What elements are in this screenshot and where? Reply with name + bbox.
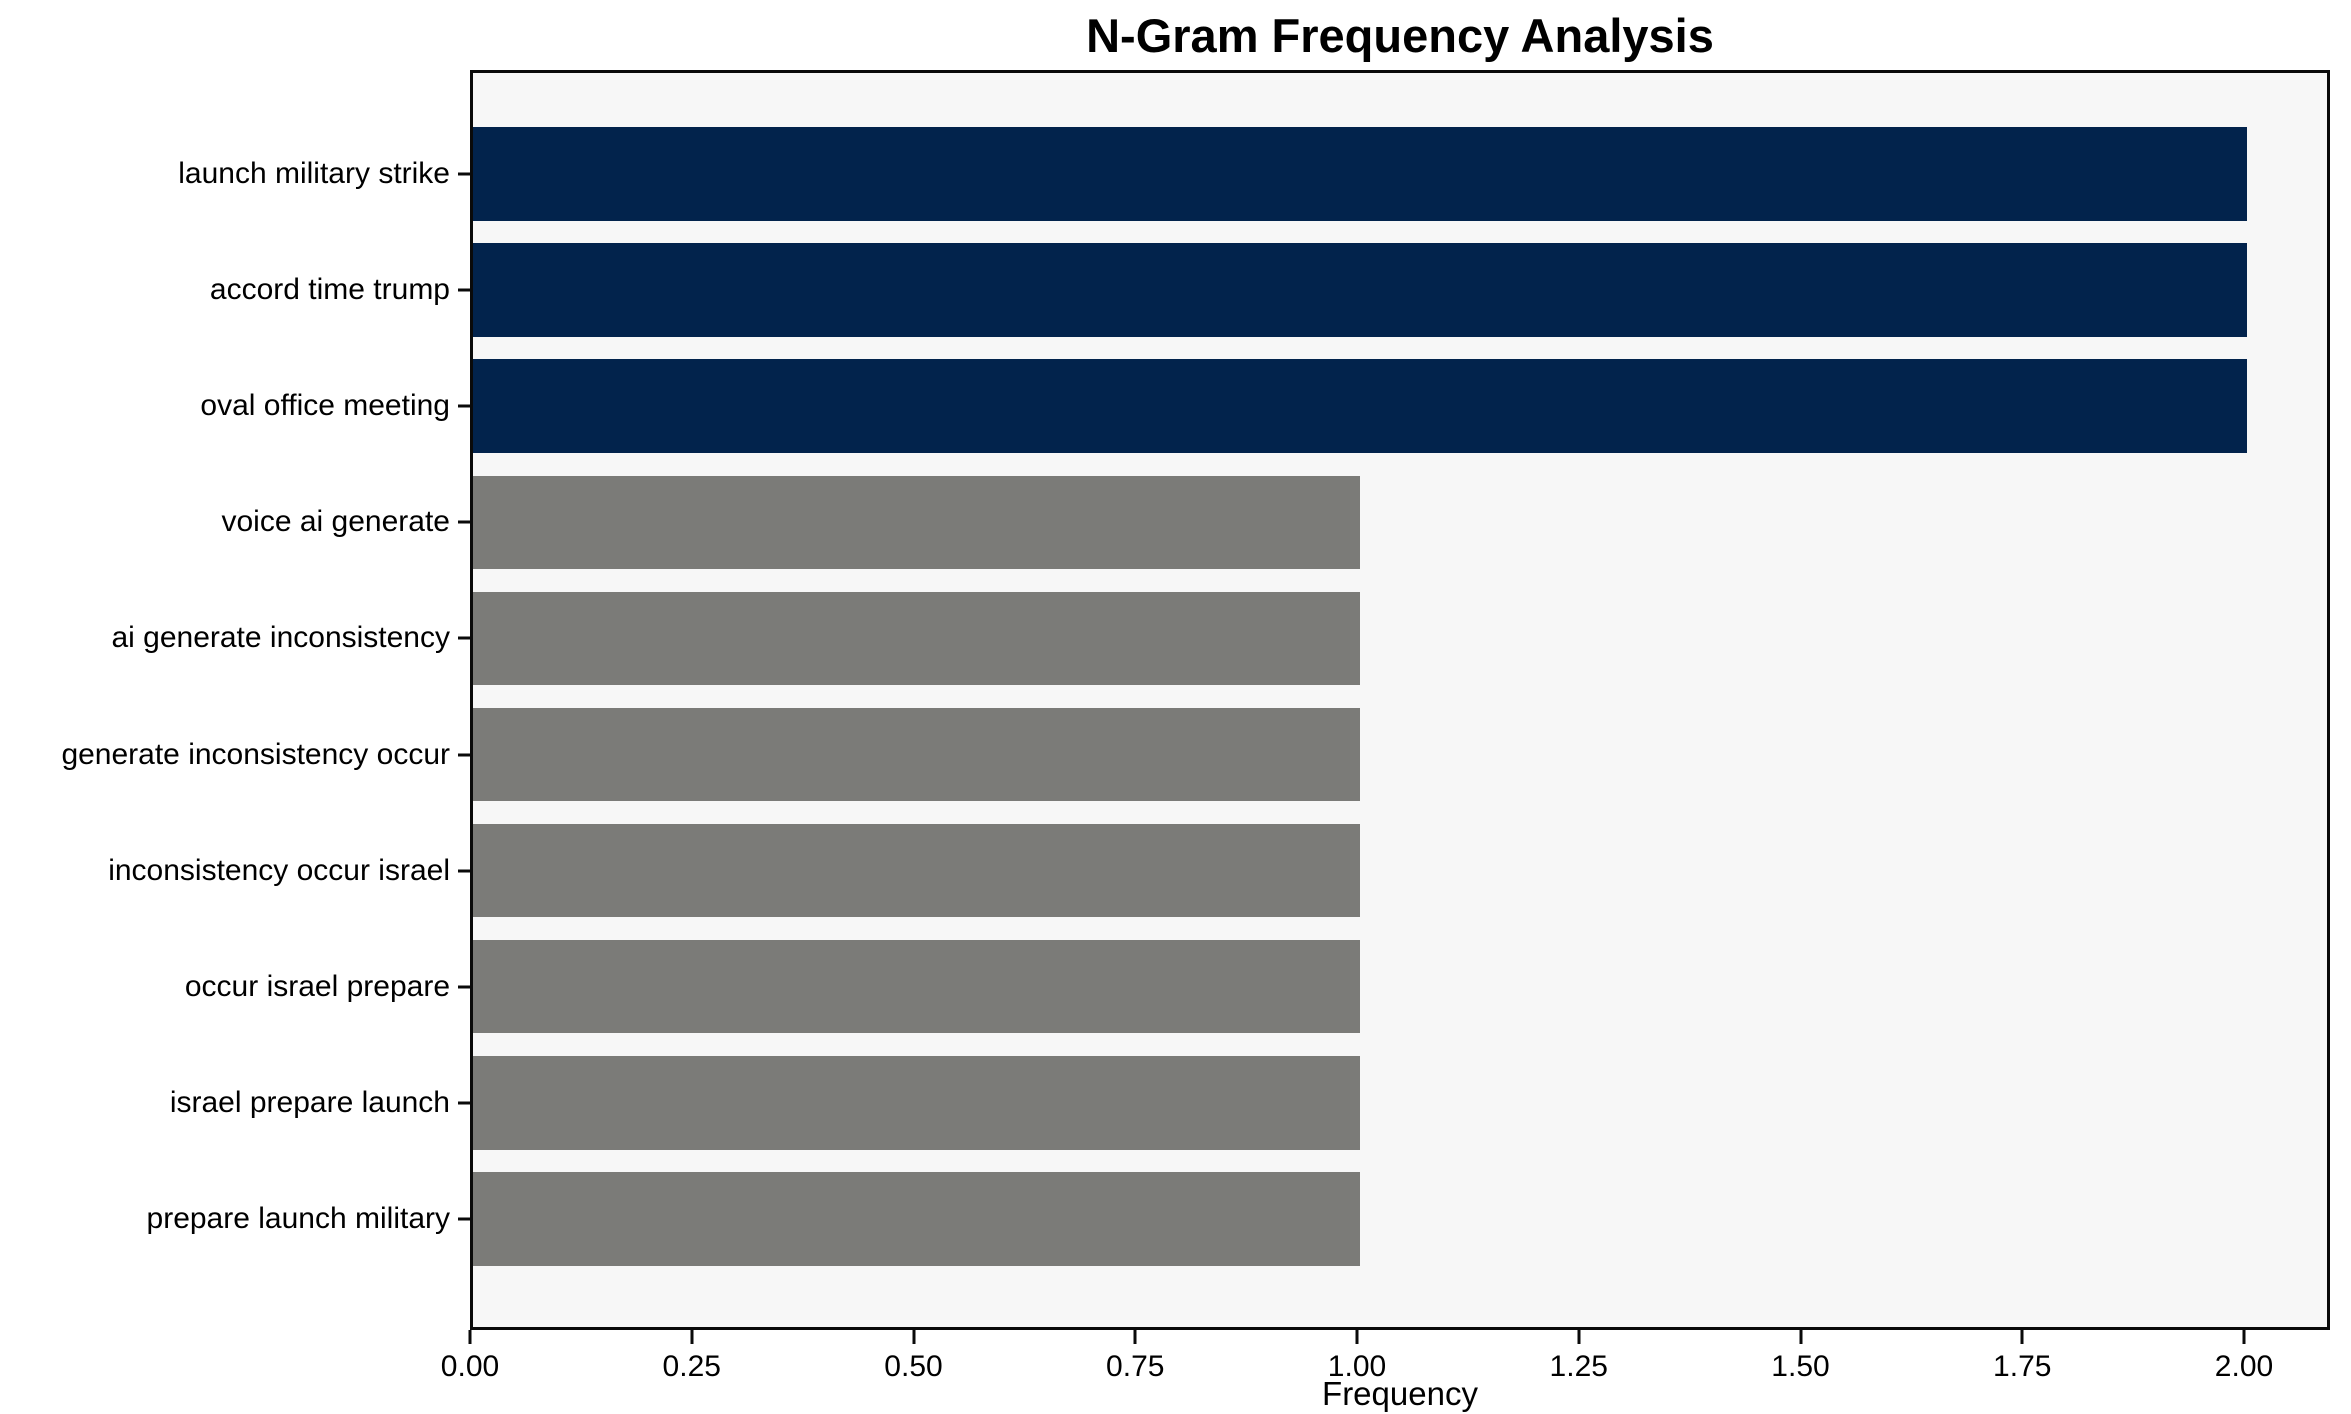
x-tick-mark [2020, 1330, 2024, 1344]
y-tick-label: launch military strike [178, 157, 450, 190]
x-tick-label: 1.75 [1993, 1350, 2052, 1383]
x-tick-label: 0.75 [1106, 1350, 1165, 1383]
y-tick-mark [458, 520, 470, 524]
bar-occur-israel-prepare [473, 939, 1360, 1034]
y-tick-label: occur israel prepare [184, 969, 450, 1003]
x-tick-mark [690, 1330, 694, 1344]
y-tick-mark [458, 1101, 470, 1105]
y-tick-mark [458, 404, 470, 408]
x-tick-label: 0.25 [662, 1350, 721, 1383]
y-tick-mark [458, 753, 470, 756]
y-tick-label: voice ai generate [221, 505, 451, 539]
bar-israel-prepare-launch [473, 1056, 1360, 1150]
y-tick-label: accord time trump [209, 273, 450, 307]
y-tick-mark [458, 172, 470, 176]
x-tick-mark [1799, 1330, 1802, 1344]
y-tick-label: inconsistency occur israel [108, 853, 450, 887]
x-tick-mark [2242, 1330, 2246, 1344]
x-tick-label: 2.00 [2214, 1350, 2274, 1383]
x-tick-label: 1.25 [1549, 1350, 1608, 1383]
bar-voice-ai-generate [473, 475, 1360, 570]
x-tick-label: 0.00 [440, 1350, 500, 1383]
bar-launch-military-strike [473, 127, 2247, 221]
y-tick-mark [458, 1217, 470, 1221]
x-tick-mark [1133, 1330, 1137, 1344]
y-tick-mark [458, 985, 470, 989]
y-tick-label: ai generate inconsistency [111, 621, 450, 655]
bar-oval-office-meeting [473, 359, 2247, 453]
plot-area [470, 70, 2330, 1330]
y-tick-mark [458, 869, 470, 873]
x-tick-mark [1355, 1330, 1359, 1344]
x-tick-label: 1.50 [1771, 1350, 1830, 1383]
x-tick-label: 1.00 [1327, 1350, 1387, 1383]
x-tick-mark [1577, 1330, 1581, 1344]
bar-accord-time-trump [473, 243, 2247, 337]
x-tick-label: 0.50 [884, 1350, 943, 1383]
y-tick-label: prepare launch military [146, 1201, 450, 1235]
y-tick-label: israel prepare launch [169, 1085, 450, 1119]
y-tick-label: oval office meeting [200, 389, 450, 423]
bar-ai-generate-inconsistency [473, 591, 1360, 686]
bar-inconsistency-occur-israel [473, 823, 1360, 918]
bar-prepare-launch-military [473, 1172, 1360, 1266]
y-tick-label: generate inconsistency occur [61, 737, 450, 771]
y-tick-mark [458, 636, 470, 640]
x-tick-mark [468, 1330, 472, 1344]
chart-title: N-Gram Frequency Analysis [1086, 9, 1714, 62]
x-axis-title: Frequency [1322, 1375, 1478, 1412]
bar-generate-inconsistency-occur [473, 707, 1360, 802]
x-tick-mark [912, 1330, 915, 1344]
y-tick-mark [458, 288, 470, 292]
